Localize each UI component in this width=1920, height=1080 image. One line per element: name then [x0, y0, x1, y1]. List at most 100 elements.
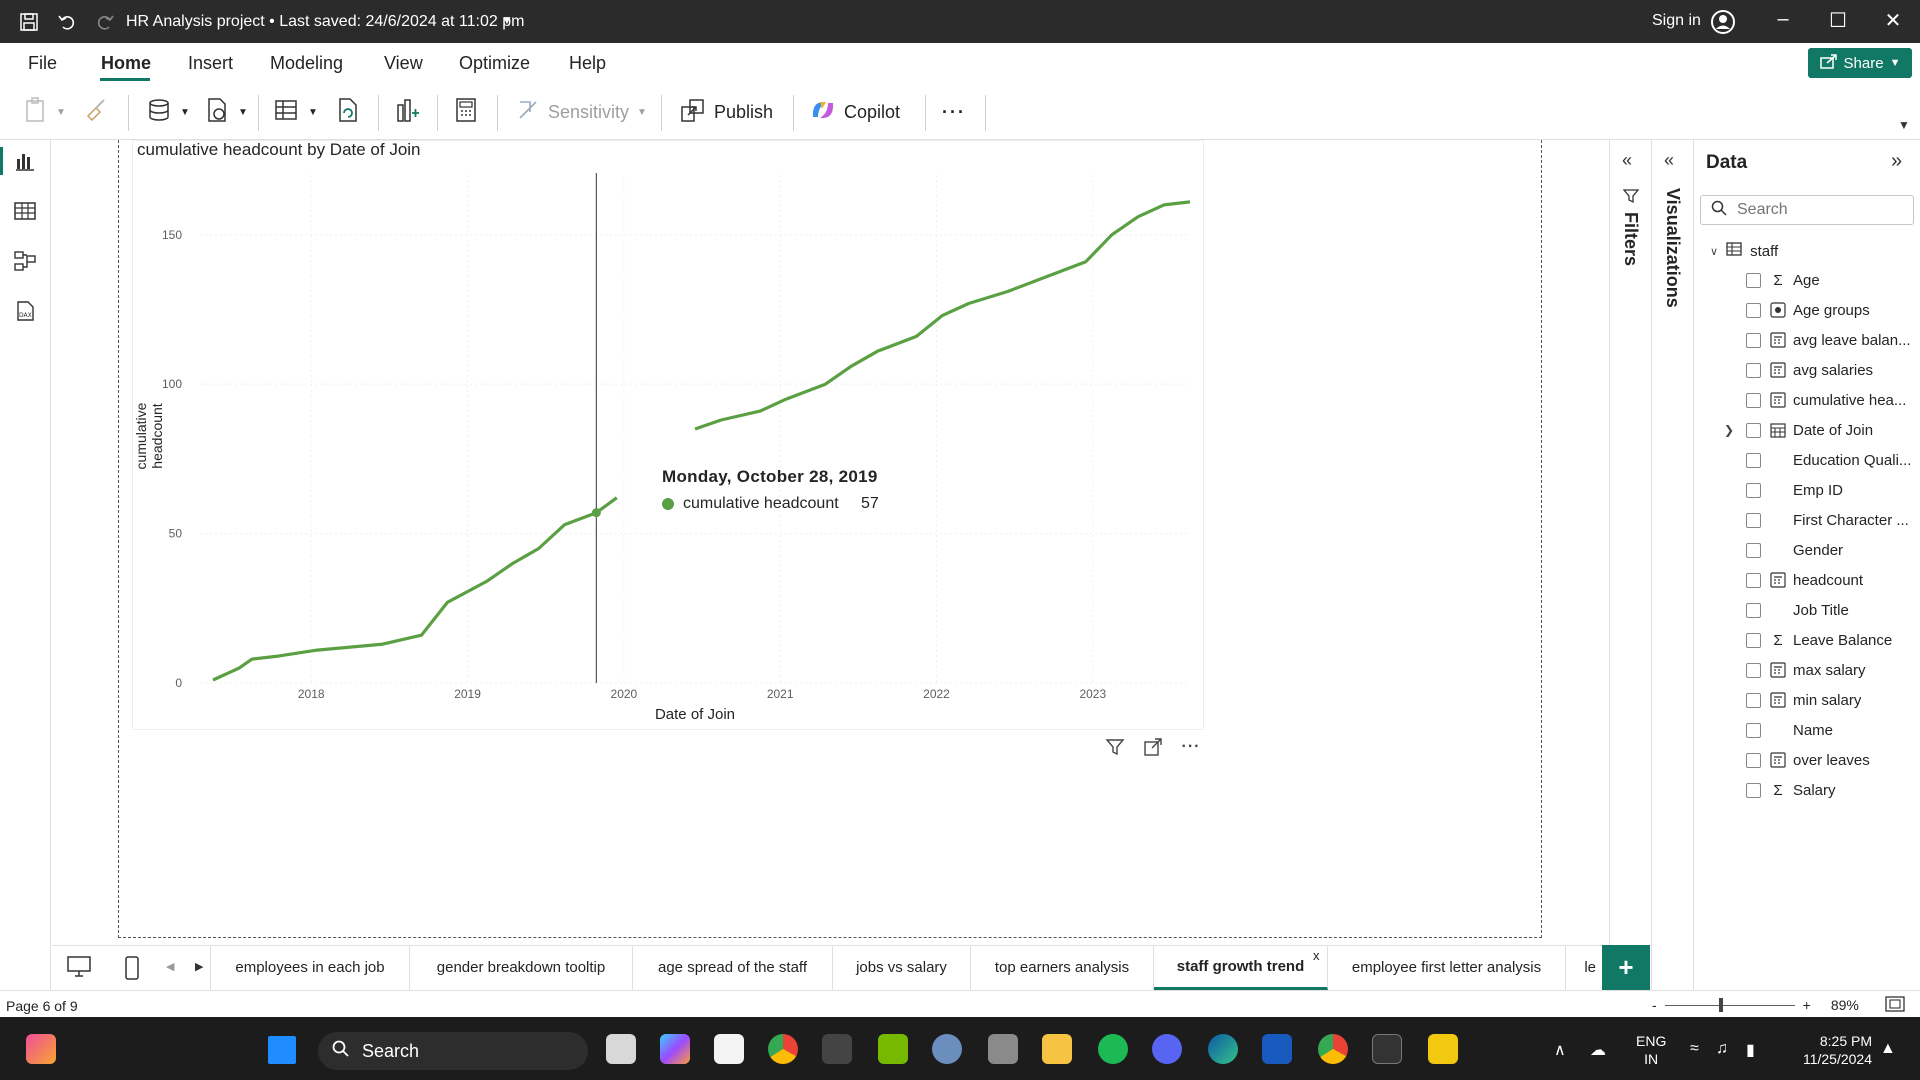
tab-optimize[interactable]: Optimize	[459, 53, 531, 73]
filters-label[interactable]: Filters	[1621, 212, 1641, 267]
onedrive-icon[interactable]: ☁	[1590, 1042, 1606, 1059]
field-checkbox[interactable]	[1746, 662, 1761, 678]
field-item[interactable]: headcount	[1720, 568, 1863, 592]
recent-sources-button[interactable]: ▼	[204, 95, 248, 129]
field-item[interactable]: Job Title	[1720, 598, 1849, 622]
close-icon[interactable]: ✕	[1884, 10, 1902, 32]
desktop-layout-icon[interactable]	[66, 955, 92, 984]
more-options-icon[interactable]: ···	[1181, 738, 1201, 755]
tab-modeling[interactable]: Modeling	[270, 53, 344, 73]
field-checkbox[interactable]	[1746, 542, 1761, 558]
windows-start-icon[interactable]	[268, 1036, 296, 1064]
page-tab[interactable]: age spread of the staff	[633, 945, 833, 990]
save-icon[interactable]	[16, 9, 42, 35]
chevron-down-icon[interactable]: ▼	[1898, 118, 1910, 132]
maximize-icon[interactable]: ☐	[1829, 10, 1847, 32]
format-painter-button[interactable]	[84, 95, 108, 129]
battery-icon[interactable]: ▮	[1746, 1042, 1755, 1059]
field-checkbox[interactable]	[1746, 692, 1761, 708]
data-search-box[interactable]	[1700, 195, 1914, 225]
field-checkbox[interactable]	[1746, 572, 1761, 588]
scroll-left-icon[interactable]: ◀	[166, 961, 175, 973]
settings-icon[interactable]	[932, 1034, 962, 1064]
undo-icon[interactable]	[54, 9, 80, 35]
tab-home[interactable]: Home	[101, 53, 152, 73]
model-view-icon[interactable]	[12, 248, 38, 274]
page-tab[interactable]: gender breakdown tooltip	[410, 945, 633, 990]
account-icon[interactable]	[1710, 9, 1736, 35]
more-options-button[interactable]: ···	[942, 101, 966, 122]
tab-insert[interactable]: Insert	[188, 53, 234, 73]
field-item[interactable]: over leaves	[1720, 748, 1870, 772]
discord-icon[interactable]	[1152, 1034, 1182, 1064]
line-chart-visual[interactable]	[132, 140, 1204, 730]
publish-button[interactable]: Publish	[680, 95, 773, 129]
zoom-in-button[interactable]: +	[1802, 997, 1811, 1013]
tab-view[interactable]: View	[384, 53, 423, 73]
field-checkbox[interactable]	[1746, 722, 1761, 738]
zoom-slider[interactable]	[1664, 997, 1795, 1012]
microsoft-store-icon[interactable]	[714, 1034, 744, 1064]
dax-query-view-icon[interactable]: DAX	[12, 298, 38, 324]
field-item[interactable]: avg salaries	[1720, 358, 1873, 382]
edge-icon[interactable]	[1208, 1034, 1238, 1064]
field-checkbox[interactable]	[1746, 482, 1761, 498]
collapse-left-icon[interactable]: «	[1622, 150, 1633, 170]
field-item[interactable]: Σ Age	[1720, 268, 1820, 292]
chevron-down-icon[interactable]: ∨	[1710, 245, 1719, 258]
field-checkbox[interactable]	[1746, 362, 1761, 378]
page-tab-active[interactable]: staff growth trend	[1154, 945, 1328, 990]
refresh-button[interactable]	[336, 95, 360, 129]
close-tab-icon[interactable]: x	[1313, 948, 1320, 963]
chrome-icon[interactable]	[768, 1034, 798, 1064]
chevron-right-icon[interactable]: ❯	[1723, 423, 1735, 437]
field-item[interactable]: ❯ Date of Join	[1720, 418, 1873, 442]
language-indicator[interactable]: ENG IN	[1636, 1032, 1666, 1068]
minimize-icon[interactable]: –	[1777, 8, 1789, 30]
paste-button[interactable]: ▼	[24, 95, 66, 129]
page-tab[interactable]: employees in each job	[210, 945, 410, 990]
focus-mode-icon[interactable]	[1142, 736, 1164, 758]
copilot-button[interactable]: Copilot	[810, 95, 900, 129]
field-checkbox[interactable]	[1746, 332, 1761, 348]
page-tab[interactable]: jobs vs salary	[833, 945, 971, 990]
field-item[interactable]: Age groups	[1720, 298, 1870, 322]
power-bi-icon[interactable]	[1428, 1034, 1458, 1064]
field-checkbox[interactable]	[1746, 512, 1761, 528]
get-data-button[interactable]: ▼	[146, 95, 190, 129]
redo-icon[interactable]	[92, 9, 118, 35]
app-icon[interactable]	[822, 1034, 852, 1064]
new-visual-button[interactable]	[394, 95, 420, 129]
taskbar-search[interactable]: Search	[318, 1032, 588, 1070]
nvidia-icon[interactable]	[878, 1034, 908, 1064]
share-button[interactable]: Share ▼	[1808, 48, 1912, 78]
notification-bell-icon[interactable]: ▲	[1880, 1040, 1896, 1057]
field-checkbox[interactable]	[1746, 392, 1761, 408]
expand-right-icon[interactable]: »	[1891, 150, 1903, 172]
widgets-icon[interactable]	[26, 1034, 56, 1064]
system-clock[interactable]: 8:25 PM 11/25/2024	[1782, 1032, 1872, 1068]
field-checkbox[interactable]	[1746, 272, 1761, 288]
data-search-input[interactable]	[1737, 201, 1897, 219]
fit-to-page-icon[interactable]	[1885, 995, 1905, 1015]
report-view-icon[interactable]	[12, 148, 38, 174]
field-item[interactable]: Σ Salary	[1720, 778, 1836, 802]
add-page-button[interactable]: +	[1602, 945, 1650, 990]
scroll-right-icon[interactable]: ▶	[195, 961, 204, 973]
copilot-app-icon[interactable]	[660, 1034, 690, 1064]
table-view-icon[interactable]	[12, 198, 38, 224]
tab-file[interactable]: File	[28, 53, 58, 73]
field-checkbox[interactable]	[1746, 632, 1761, 648]
field-checkbox[interactable]	[1746, 302, 1761, 318]
new-measure-button[interactable]	[455, 95, 477, 129]
visualizations-pane[interactable]: « Visualizations	[1652, 140, 1694, 990]
window-title[interactable]: HR Analysis project • Last saved: 24/6/2…	[126, 13, 525, 30]
wifi-icon[interactable]: ≈	[1690, 1040, 1699, 1057]
task-view-icon[interactable]	[606, 1034, 636, 1064]
zoom-level[interactable]: 89%	[1830, 997, 1859, 1013]
field-item[interactable]: Gender	[1720, 538, 1843, 562]
chevron-up-icon[interactable]: ∧	[1554, 1042, 1566, 1059]
terminal-icon[interactable]	[1372, 1034, 1402, 1064]
word-icon[interactable]	[1262, 1034, 1292, 1064]
sensitivity-button[interactable]: Sensitivity ▼	[516, 95, 647, 129]
